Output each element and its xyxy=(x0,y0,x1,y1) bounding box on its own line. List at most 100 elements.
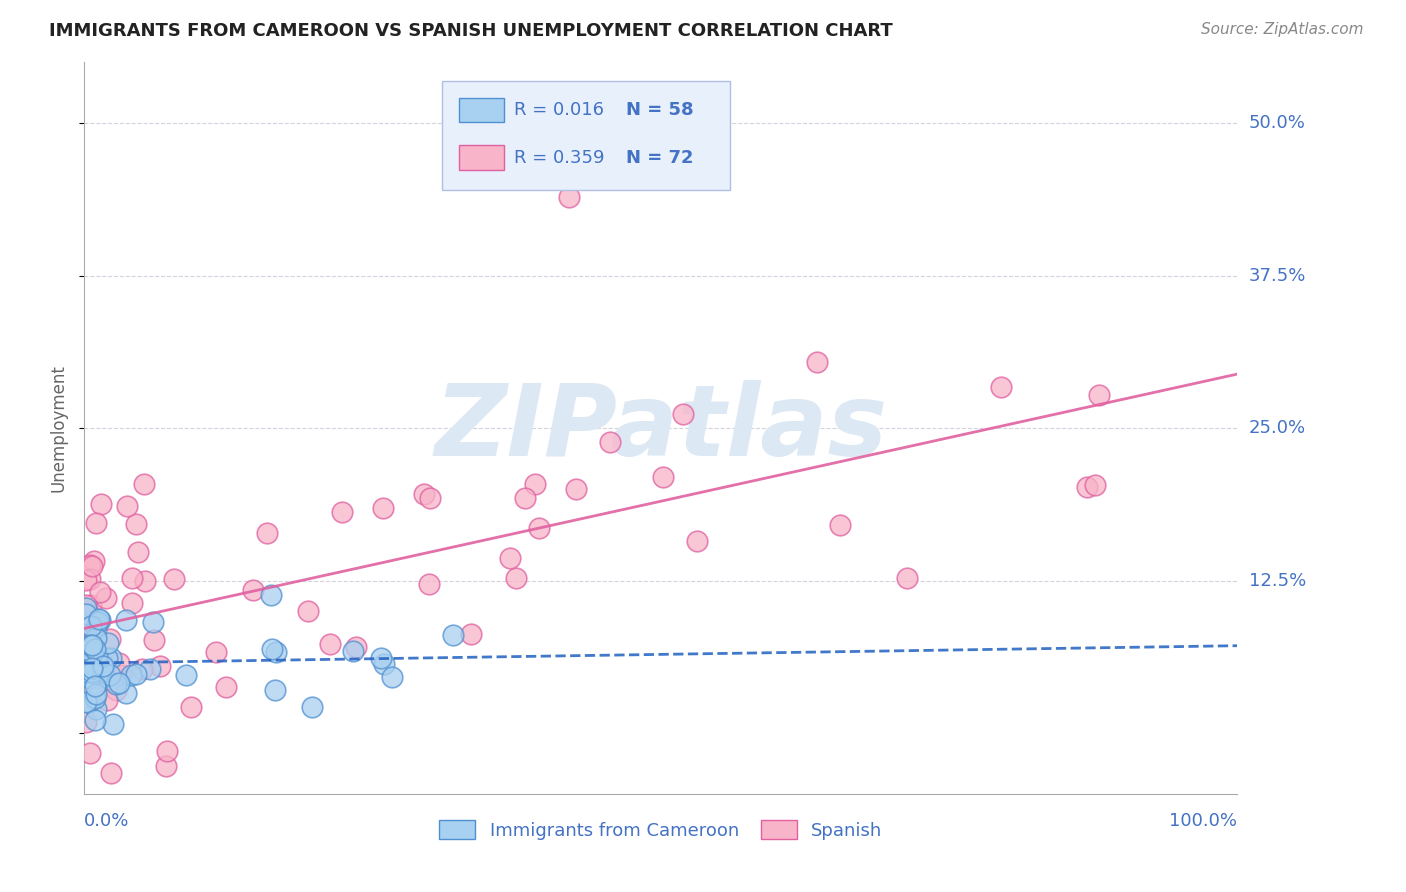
Point xyxy=(75,643,97,657)
Point xyxy=(142,615,165,629)
Point xyxy=(1088,388,1111,402)
Point xyxy=(651,470,673,484)
Point xyxy=(120,667,142,681)
Point xyxy=(108,676,131,690)
Point xyxy=(441,628,464,642)
Point xyxy=(77,695,100,709)
Point xyxy=(90,497,112,511)
Point xyxy=(121,596,143,610)
Point xyxy=(77,644,100,658)
Y-axis label: Unemployment: Unemployment xyxy=(49,364,67,492)
Point xyxy=(96,651,118,665)
Point xyxy=(89,613,111,627)
Point xyxy=(83,656,105,670)
Text: ZIPatlas: ZIPatlas xyxy=(434,380,887,476)
Point xyxy=(86,648,108,663)
Point xyxy=(301,700,323,714)
Point xyxy=(83,554,105,568)
Point xyxy=(79,671,101,685)
Point xyxy=(89,585,111,599)
Point xyxy=(82,646,104,660)
Point xyxy=(419,491,441,506)
Point xyxy=(93,665,115,679)
Point xyxy=(75,632,97,646)
Point xyxy=(344,640,367,655)
Point xyxy=(84,687,107,701)
Point xyxy=(79,662,101,676)
Text: 37.5%: 37.5% xyxy=(1249,267,1306,285)
Text: N = 58: N = 58 xyxy=(626,101,693,119)
Point xyxy=(93,670,115,684)
Text: R = 0.016: R = 0.016 xyxy=(515,101,605,119)
Point xyxy=(214,680,236,694)
Point xyxy=(107,657,129,671)
Point xyxy=(256,525,278,540)
Point xyxy=(565,482,588,496)
Point xyxy=(80,599,103,613)
Text: N = 72: N = 72 xyxy=(626,149,693,167)
Point xyxy=(75,638,97,652)
Point xyxy=(260,588,283,602)
Point xyxy=(82,559,104,574)
Point xyxy=(266,645,288,659)
Point xyxy=(115,685,138,699)
Point xyxy=(79,746,101,760)
Point xyxy=(110,668,132,682)
Point xyxy=(79,558,101,573)
Point xyxy=(75,695,97,709)
Point xyxy=(460,626,482,640)
Point xyxy=(77,656,100,670)
Point xyxy=(505,571,527,585)
Point xyxy=(131,662,153,676)
Point xyxy=(80,619,103,633)
Point xyxy=(91,656,114,670)
Point xyxy=(330,504,353,518)
Point xyxy=(87,612,110,626)
Point xyxy=(806,355,828,369)
Point xyxy=(86,623,108,637)
FancyBboxPatch shape xyxy=(460,145,503,170)
Point xyxy=(86,702,108,716)
Point xyxy=(134,574,156,588)
Point xyxy=(104,676,127,690)
Point xyxy=(83,642,105,657)
FancyBboxPatch shape xyxy=(441,81,730,191)
Point xyxy=(87,668,110,682)
Text: 50.0%: 50.0% xyxy=(1249,114,1306,132)
Point xyxy=(84,516,107,530)
Point xyxy=(156,744,179,758)
Text: 12.5%: 12.5% xyxy=(1249,572,1306,590)
Point xyxy=(83,614,105,628)
Point xyxy=(75,600,97,615)
Point xyxy=(174,668,197,682)
Point xyxy=(132,477,155,491)
Text: Source: ZipAtlas.com: Source: ZipAtlas.com xyxy=(1201,22,1364,37)
Text: 100.0%: 100.0% xyxy=(1170,812,1237,830)
Point xyxy=(75,607,97,621)
Point xyxy=(205,645,228,659)
Point xyxy=(412,487,434,501)
Point xyxy=(1084,478,1107,492)
Point xyxy=(115,499,138,513)
Point xyxy=(142,633,165,648)
Point xyxy=(124,517,146,532)
Point xyxy=(100,766,122,780)
Point xyxy=(896,571,918,585)
Point xyxy=(127,545,149,559)
Point xyxy=(87,615,110,629)
Point xyxy=(319,637,342,651)
Point xyxy=(84,713,107,727)
Text: IMMIGRANTS FROM CAMEROON VS SPANISH UNEMPLOYMENT CORRELATION CHART: IMMIGRANTS FROM CAMEROON VS SPANISH UNEM… xyxy=(49,22,893,40)
Legend: Immigrants from Cameroon, Spanish: Immigrants from Cameroon, Spanish xyxy=(432,814,890,847)
Point xyxy=(77,607,100,621)
Text: 0.0%: 0.0% xyxy=(84,812,129,830)
Point xyxy=(342,644,364,658)
Point xyxy=(263,683,285,698)
Point xyxy=(527,521,550,535)
Point xyxy=(162,572,184,586)
Point xyxy=(515,491,537,505)
Point xyxy=(672,407,695,421)
Point xyxy=(114,613,136,627)
Point xyxy=(121,571,143,585)
Point xyxy=(77,639,100,653)
